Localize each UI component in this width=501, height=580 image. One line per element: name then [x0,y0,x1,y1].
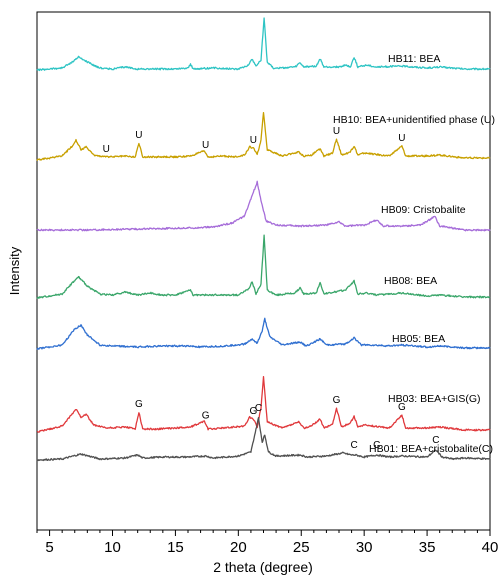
peak-marker: U [250,135,257,146]
y-axis-label: Intensity [7,246,22,295]
x-tick-label: 35 [419,539,436,556]
peak-marker: G [398,402,406,413]
x-tick-label: 10 [104,539,121,556]
series-label-hb10: HB10: BEA+unidentified phase (U) [333,114,495,126]
series-label-hb05: HB05: BEA [392,333,445,345]
series-line-hb11 [36,17,491,72]
series-line-hb01 [36,416,491,462]
series-line-hb08 [36,234,491,299]
x-axis-label: 2 theta (degree) [213,559,313,575]
series-line-hb05 [36,317,491,350]
peak-marker: G [202,411,210,422]
x-tick-label: 20 [230,539,247,556]
series-line-hb03 [36,375,491,433]
peak-marker: G [250,406,258,417]
series-label-hb11: HB11: BEA [388,53,440,65]
peak-marker: C [373,440,380,451]
x-tick-label: 25 [293,539,310,556]
x-tick-label: 30 [356,539,373,556]
x-tick-label: 40 [482,539,499,556]
series-line-hb09 [36,180,491,232]
peak-marker: G [333,395,341,406]
series-label-hb01: HB01: BEA+cristobalite(C) [369,443,493,455]
label-layer: HB11: BEA HB10: BEA+unidentified phase (U… [103,53,495,455]
peak-marker: U [103,144,110,155]
series-label-hb08: HB08: BEA [384,275,437,287]
peak-marker: C [432,435,439,446]
series-layer [36,17,491,462]
peak-marker: C [350,440,357,451]
series-label-hb03: HB03: BEA+GIS(G) [388,393,481,405]
x-axis: 5 10 15 20 25 30 35 40 [36,530,499,556]
peak-marker: U [135,130,142,141]
peak-marker: C [255,403,262,414]
series-line-hb10 [36,111,491,161]
series-label-hb09: HB09: Cristobalite [381,204,466,216]
x-tick-label: 5 [45,539,53,556]
peak-marker: U [333,126,340,137]
peak-marker: G [135,399,143,410]
peak-marker: U [202,140,209,151]
x-tick-label: 15 [167,539,184,556]
peak-marker: U [398,133,405,144]
